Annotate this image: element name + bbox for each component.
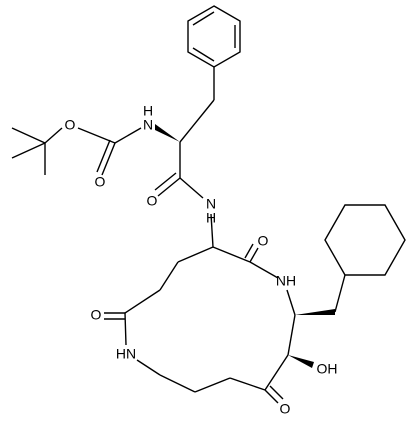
bond <box>286 289 296 316</box>
bond <box>159 261 179 291</box>
bond <box>179 177 204 199</box>
bond <box>177 246 214 263</box>
benzene <box>187 5 241 68</box>
bond <box>269 385 284 400</box>
atom-label: O <box>65 117 76 133</box>
bond <box>11 127 46 144</box>
atom-label: OH <box>317 361 338 377</box>
atom-label: O <box>147 193 158 209</box>
bond <box>249 261 279 279</box>
bond <box>229 377 266 391</box>
bond <box>159 374 196 393</box>
bond <box>179 99 215 143</box>
bond <box>96 139 111 173</box>
wedge-bond <box>155 124 180 142</box>
atom-label: H <box>143 103 153 119</box>
atom-label: O <box>280 401 291 417</box>
bond <box>44 127 63 144</box>
bond <box>210 213 214 248</box>
bond <box>11 142 46 159</box>
atom-label: HN <box>116 346 136 362</box>
bond <box>77 127 116 144</box>
atom-label: NH <box>276 273 296 289</box>
bond <box>154 172 177 191</box>
atom-label: N <box>206 196 216 212</box>
wedge-bond <box>288 355 314 368</box>
bond <box>101 142 116 176</box>
bond <box>192 47 215 62</box>
cyclohexane <box>324 204 406 276</box>
bond <box>264 389 279 404</box>
atom-label: O <box>258 233 269 249</box>
bond <box>244 243 254 259</box>
bond <box>264 354 289 391</box>
bond <box>249 247 259 263</box>
bonds <box>11 5 406 404</box>
wedge-bond <box>295 309 335 315</box>
bond <box>192 11 215 26</box>
bond <box>212 246 251 263</box>
bond <box>157 177 181 197</box>
atom-label: H <box>206 210 216 226</box>
atom-label: O <box>91 307 102 323</box>
bond <box>334 274 346 313</box>
atom-label: N <box>143 117 153 133</box>
bond <box>287 314 296 356</box>
bond <box>124 289 161 314</box>
atom-label: O <box>95 174 106 190</box>
atom-labels: O O H N O N H O NH O HN OH O <box>65 103 338 417</box>
bond <box>124 312 127 346</box>
bond <box>114 127 142 144</box>
bond <box>136 359 161 376</box>
bond <box>194 377 231 393</box>
